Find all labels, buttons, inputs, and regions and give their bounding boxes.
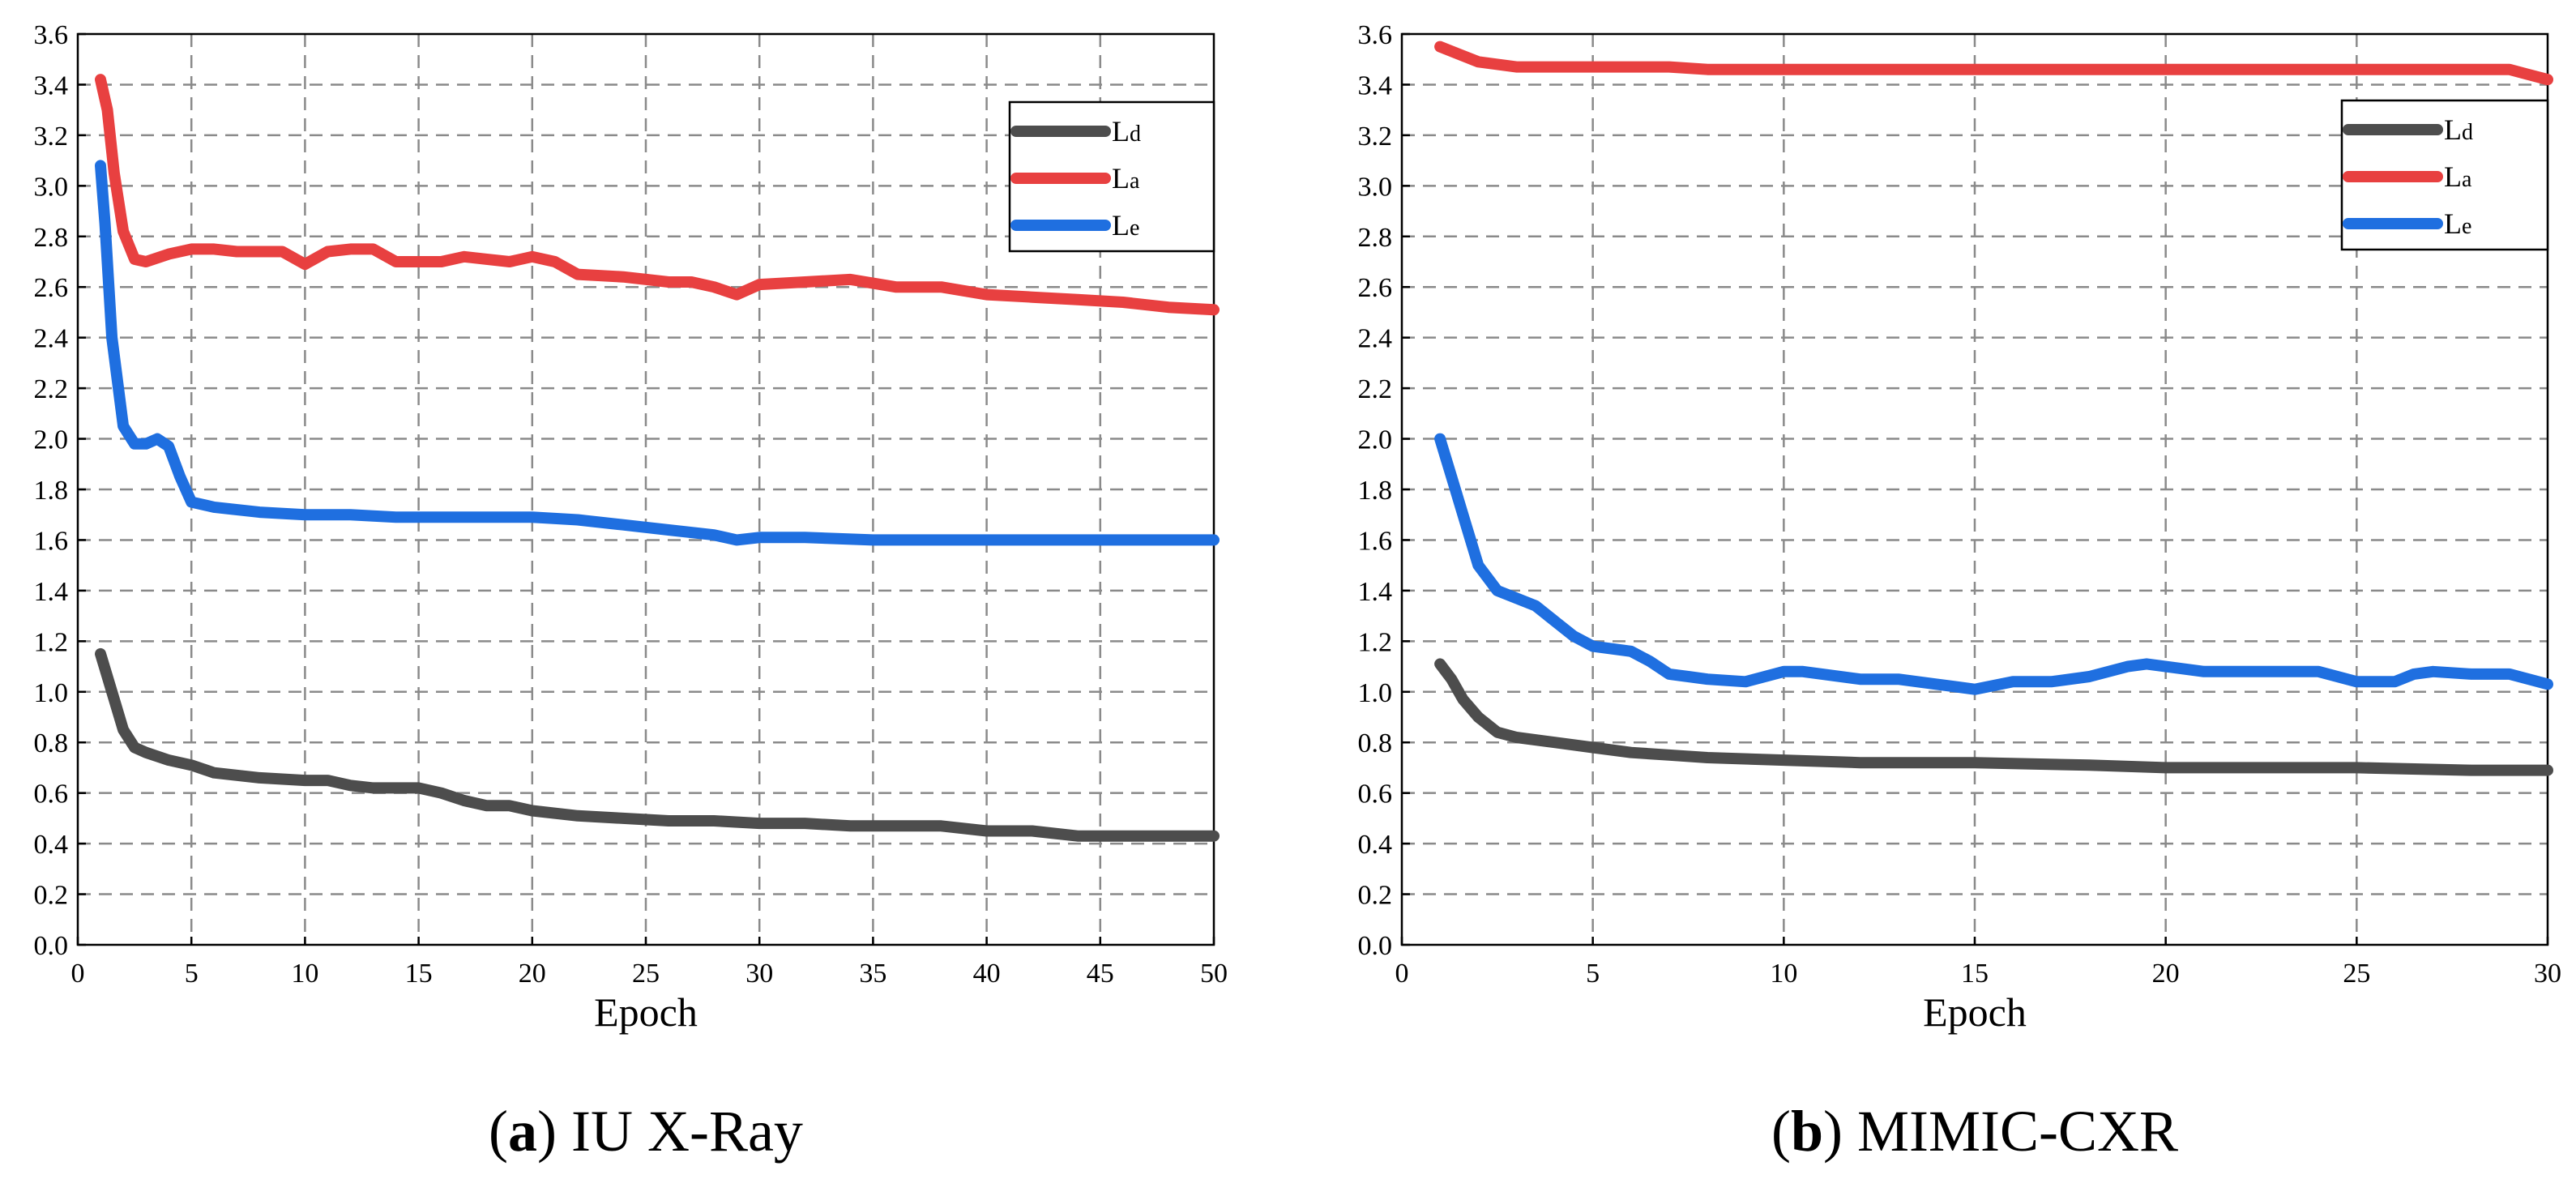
legend-label-Le: Le <box>1112 209 1139 241</box>
y-tick-label: 3.6 <box>1358 20 1393 50</box>
x-tick-label: 20 <box>2152 959 2180 989</box>
y-tick-label: 0.6 <box>34 780 69 809</box>
y-tick-label: 0.8 <box>1358 728 1393 758</box>
legend: Ld La Le <box>1008 100 1215 253</box>
y-tick-label: 2.6 <box>1358 273 1393 303</box>
x-tick-label: 0 <box>1395 959 1409 989</box>
x-tick-label: 45 <box>1087 959 1114 989</box>
x-tick-label: 25 <box>2343 959 2370 989</box>
figure-caption: (a) IU X-Ray <box>489 1099 803 1164</box>
chart-a: 0 5 10 15 20 25 30 35 40 45 50 0.0 0.2 0.4 0.6 0.8 1.0 1.… <box>34 20 1228 1164</box>
x-tick-label: 15 <box>405 959 433 989</box>
x-tick-label: 40 <box>973 959 1001 989</box>
y-tick-label: 0.4 <box>1358 830 1393 860</box>
y-tick-label: 1.8 <box>34 476 69 506</box>
y-tick-label: 3.0 <box>1358 172 1393 202</box>
y-tick-label: 0.0 <box>1358 931 1393 961</box>
y-tick-label: 1.0 <box>34 678 69 708</box>
x-axis-label: Epoch <box>594 989 698 1035</box>
y-tick-label: 3.4 <box>34 70 69 100</box>
legend-label-Ld: Ld <box>1112 115 1141 147</box>
y-tick-label: 2.2 <box>1358 374 1393 404</box>
legend-label-Ld: Ld <box>2444 113 2473 146</box>
y-tick-label: 1.2 <box>34 627 69 657</box>
legend-label-La: La <box>1112 162 1140 194</box>
series-line-Ld <box>95 647 1220 842</box>
y-tick-label: 2.0 <box>1358 425 1393 455</box>
x-tick-label: 0 <box>71 959 85 989</box>
y-tick-label: 0.6 <box>1358 780 1393 809</box>
series-line-Le <box>95 160 1220 546</box>
y-tick-label: 1.4 <box>34 577 69 607</box>
y-tick-label: 0.4 <box>34 830 69 860</box>
x-tick-label: 15 <box>1961 959 1989 989</box>
x-tick-label: 10 <box>291 959 318 989</box>
y-tick-label: 1.6 <box>34 526 69 556</box>
series-line-Ld <box>1434 658 2553 776</box>
series-line-La <box>1434 41 2553 86</box>
x-tick-label: 5 <box>1586 959 1600 989</box>
series-line-La <box>95 74 1220 316</box>
y-tick-label: 3.2 <box>1358 122 1393 152</box>
y-tick-label: 1.2 <box>1358 627 1393 657</box>
y-tick-label: 3.2 <box>34 122 69 152</box>
y-tick-label: 3.4 <box>1358 70 1393 100</box>
x-tick-label: 20 <box>519 959 546 989</box>
legend-label-La: La <box>2444 160 2472 193</box>
y-tick-label: 0.0 <box>34 931 69 961</box>
y-tick-label: 3.6 <box>34 20 69 50</box>
y-tick-label: 2.0 <box>34 425 69 455</box>
x-tick-label: 30 <box>745 959 773 989</box>
y-tick-label: 2.8 <box>1358 223 1393 253</box>
y-tick-label: 2.4 <box>1358 324 1393 354</box>
y-tick-label: 2.4 <box>34 324 69 354</box>
x-tick-label: 50 <box>1200 959 1228 989</box>
figure-caption: (b) MIMIC-CXR <box>1771 1099 2178 1164</box>
x-tick-label: 35 <box>859 959 886 989</box>
x-tick-label: 25 <box>632 959 660 989</box>
y-tick-label: 2.6 <box>34 273 69 303</box>
y-tick-label: 1.0 <box>1358 678 1393 708</box>
y-tick-label: 2.2 <box>34 374 69 404</box>
y-tick-label: 0.2 <box>1358 881 1393 911</box>
y-tick-label: 0.8 <box>34 728 69 758</box>
x-axis-label: Epoch <box>1923 989 2027 1035</box>
legend: Ld La Le <box>2340 99 2549 251</box>
series-line-Le <box>1434 433 2553 695</box>
y-tick-label: 3.0 <box>34 172 69 202</box>
chart-b: 0 5 10 15 20 25 30 0.0 0.2 0.4 0.6 0.8 1.0 1.2 1.4 1.6 1… <box>1358 20 2562 1164</box>
x-tick-label: 5 <box>185 959 199 989</box>
y-tick-label: 1.4 <box>1358 577 1393 607</box>
y-tick-label: 0.2 <box>34 881 69 911</box>
x-tick-label: 30 <box>2534 959 2561 989</box>
y-tick-label: 2.8 <box>34 223 69 253</box>
y-tick-label: 1.8 <box>1358 476 1393 506</box>
legend-label-Le: Le <box>2444 207 2471 240</box>
x-tick-label: 10 <box>1770 959 1797 989</box>
y-tick-label: 1.6 <box>1358 526 1393 556</box>
